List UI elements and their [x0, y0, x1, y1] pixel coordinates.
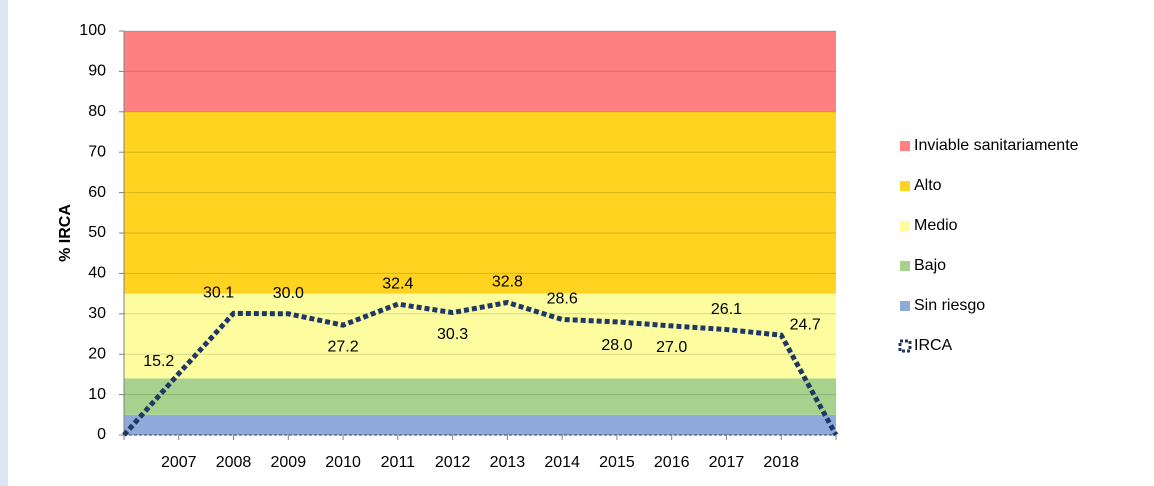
- y-tick-label: 80: [88, 103, 106, 120]
- left-edge: [0, 0, 8, 486]
- x-tick-label: 2008: [216, 454, 252, 471]
- x-tick-label: 2012: [435, 454, 471, 471]
- y-tick-label: 70: [88, 143, 106, 160]
- legend-label: Inviable sanitariamente: [914, 137, 1079, 154]
- y-tick-label: 50: [88, 224, 106, 241]
- data-label: 30.0: [273, 285, 304, 302]
- legend-swatch: [898, 339, 912, 353]
- band: [124, 31, 836, 112]
- y-tick-label: 0: [97, 426, 106, 443]
- legend-label: Bajo: [914, 257, 946, 274]
- data-label: 28.6: [547, 291, 578, 308]
- x-tick-label: 2011: [381, 454, 416, 471]
- x-tick-label: 2018: [763, 454, 799, 471]
- y-tick-label: 90: [88, 63, 106, 80]
- legend-swatch: [900, 301, 910, 311]
- x-tick-label: 2017: [709, 454, 745, 471]
- x-tick-label: 2009: [271, 454, 307, 471]
- legend-label: Medio: [914, 217, 958, 234]
- y-tick-label: 100: [79, 22, 106, 39]
- y-tick-label: 60: [88, 184, 106, 201]
- series-line: [122, 299, 839, 437]
- y-tick-label: 40: [88, 265, 106, 282]
- data-label: 28.0: [601, 337, 632, 354]
- legend-swatch: [900, 221, 910, 231]
- y-axis-label: % IRCA: [57, 204, 74, 262]
- data-label: 27.2: [328, 338, 359, 355]
- data-label: 30.1: [203, 285, 234, 302]
- y-tick-label: 30: [88, 305, 106, 322]
- data-label: 26.1: [711, 301, 742, 318]
- band: [124, 378, 836, 415]
- y-tick-label: 10: [88, 386, 106, 403]
- legend-label: IRCA: [914, 337, 953, 354]
- data-label: 32.8: [492, 274, 523, 291]
- x-tick-label: 2007: [161, 454, 197, 471]
- x-tick-label: 2010: [325, 454, 361, 471]
- x-tick-label: 2014: [544, 454, 580, 471]
- data-label: 27.0: [656, 339, 687, 356]
- legend-label: Sin riesgo: [914, 297, 985, 314]
- y-tick-label: 20: [88, 345, 106, 362]
- legend-label: Alto: [914, 177, 942, 194]
- data-label: 32.4: [382, 275, 413, 292]
- band: [124, 111, 836, 294]
- data-label: 30.3: [437, 326, 468, 343]
- band: [124, 414, 836, 435]
- data-label: 15.2: [143, 353, 174, 370]
- legend-swatch: [900, 261, 910, 271]
- legend-swatch: [900, 181, 910, 191]
- legend-swatch: [900, 141, 910, 151]
- data-label: 24.7: [790, 316, 821, 333]
- x-tick-label: 2013: [490, 454, 526, 471]
- x-tick-label: 2016: [654, 454, 690, 471]
- x-tick-label: 2015: [599, 454, 635, 471]
